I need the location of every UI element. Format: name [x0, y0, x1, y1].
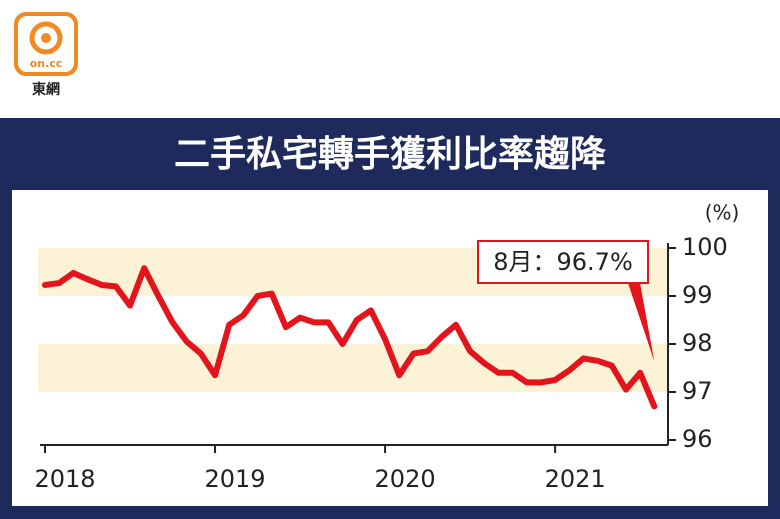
logo-dot [41, 33, 51, 43]
y-tick-label: 96 [682, 425, 713, 453]
y-tick-label: 99 [682, 281, 713, 309]
logo-ring [29, 21, 63, 55]
line [42, 265, 658, 410]
annotation-box [477, 240, 649, 284]
band [38, 344, 668, 392]
logo-caption: 東網 [32, 81, 60, 98]
logo-text: on.cc [30, 57, 63, 70]
y-tick-label: 100 [682, 233, 728, 261]
y-tick-label: 98 [682, 329, 713, 357]
y-tick-label: 97 [682, 377, 713, 405]
x-tick-label: 2021 [545, 465, 606, 493]
x-tick-label: 2018 [34, 465, 95, 493]
chart-title: 二手私宅轉手獲利比率趨降 [174, 133, 606, 175]
y-unit: (%) [705, 201, 740, 225]
x-tick-label: 2019 [205, 465, 266, 493]
annotation-text: 8月：96.7% [493, 248, 633, 276]
annotation-arrow [628, 283, 655, 362]
x-tick-label: 2020 [375, 465, 436, 493]
